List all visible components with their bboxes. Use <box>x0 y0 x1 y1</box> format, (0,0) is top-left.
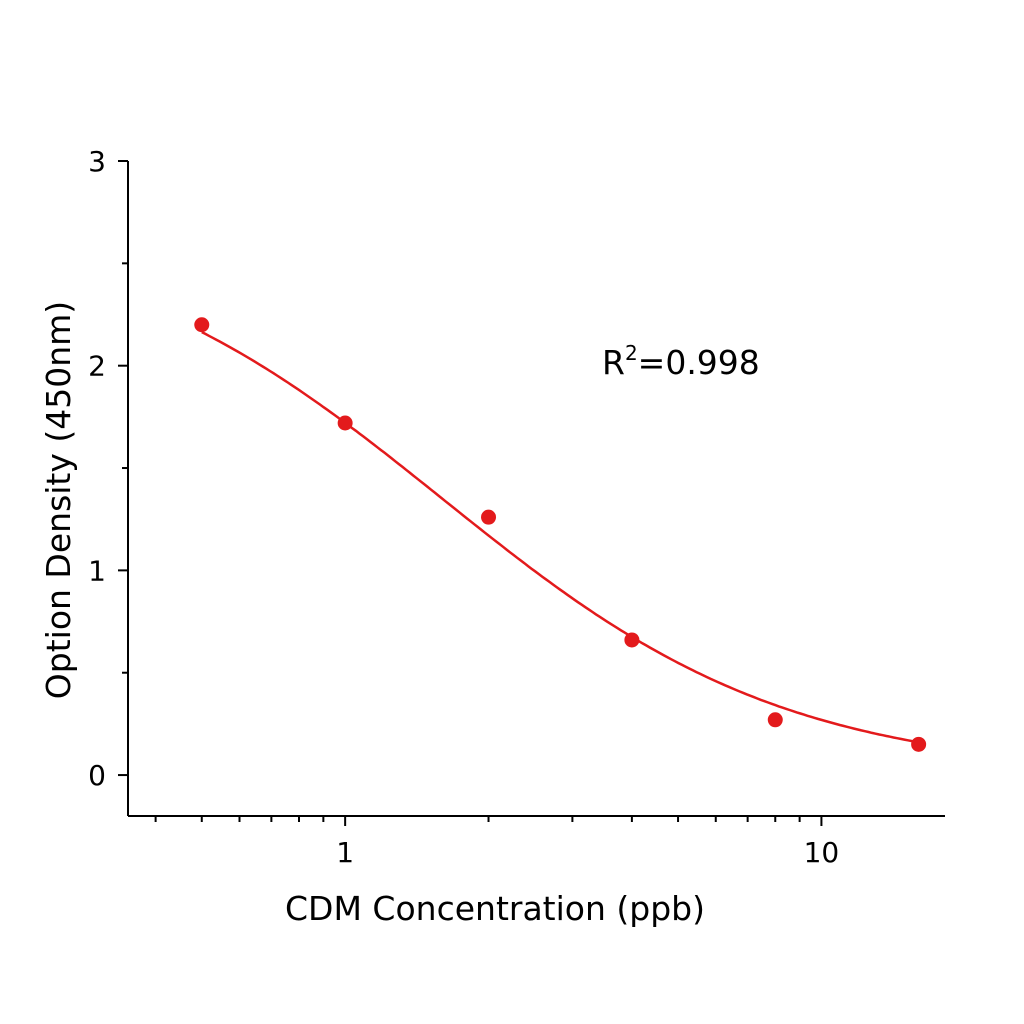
data-point <box>481 509 497 525</box>
x-tick-label: 10 <box>804 836 840 869</box>
y-tick-label: 3 <box>88 145 106 178</box>
y-tick-label: 1 <box>88 554 106 587</box>
r-squared-annotation: R2=0.998 <box>602 341 760 382</box>
axes: 0 1 2 3 1 10 <box>88 145 945 869</box>
x-tick-label: 1 <box>336 836 354 869</box>
y-axis-title: Option Density (450nm) <box>39 301 78 699</box>
x-axis-title: CDM Concentration (ppb) <box>285 889 705 928</box>
data-point <box>337 415 353 431</box>
fit-curve <box>201 330 919 744</box>
data-points <box>194 317 927 752</box>
r-value: =0.998 <box>638 343 760 382</box>
data-point <box>624 632 640 648</box>
r-label: R <box>602 343 625 382</box>
y-tick-label: 2 <box>88 350 106 383</box>
data-point <box>194 317 210 333</box>
fit-curve-group <box>201 330 919 744</box>
r-superscript: 2 <box>625 341 638 365</box>
y-tick-label: 0 <box>88 759 106 792</box>
data-point <box>911 736 927 752</box>
data-point <box>767 712 783 728</box>
